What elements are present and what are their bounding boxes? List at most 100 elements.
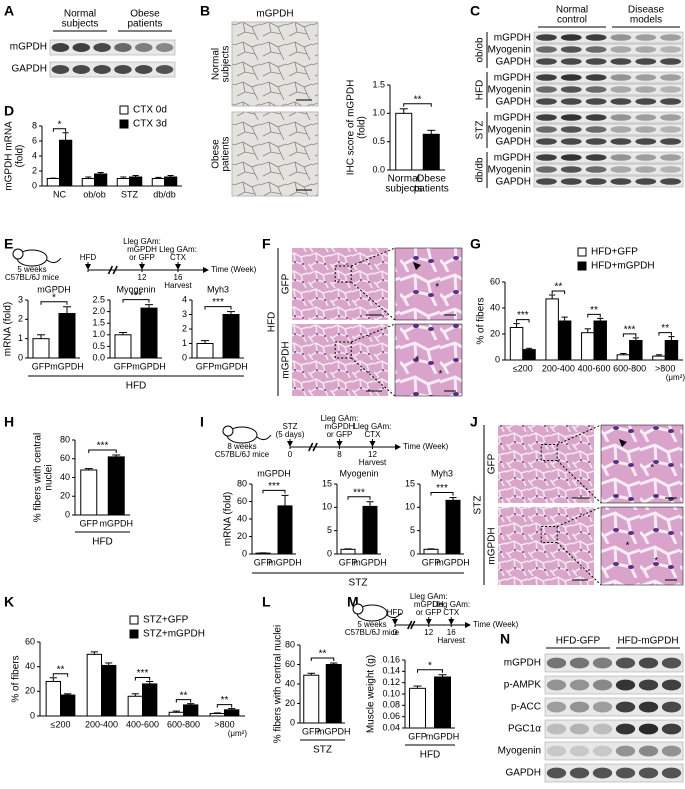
significance-label: ** [319, 649, 327, 660]
image-label: GFP [281, 273, 292, 294]
significance-label: *** [97, 441, 109, 452]
blot-section-label: HFD [475, 80, 486, 101]
bar [422, 133, 440, 171]
blot-band [569, 701, 590, 713]
x-tick-label: 400-600 [126, 719, 159, 729]
he-zoom [394, 323, 463, 397]
y-tick-label: 60 [25, 636, 35, 646]
significance-bracket [262, 489, 286, 494]
image-label: mGPDH [281, 341, 292, 378]
x-tick-label: 200-400 [542, 363, 575, 373]
x-tick-label: mGPDH [268, 557, 302, 567]
x-tick-label: 200-400 [85, 719, 118, 729]
legend-swatch [129, 629, 139, 639]
blot-band [610, 114, 632, 121]
image-annotation: * [626, 541, 630, 552]
significance-bracket [175, 699, 192, 703]
bar [164, 176, 178, 187]
blot-band [660, 86, 682, 93]
blot-band [638, 657, 659, 669]
blot-strip [533, 43, 684, 56]
blot-band [610, 98, 632, 105]
blot-band [535, 138, 557, 145]
panel-label: D [4, 103, 14, 119]
timeline-end: Harvest [437, 636, 465, 645]
blot-band [72, 65, 90, 74]
zoom-box [540, 444, 558, 461]
blot-band [535, 74, 557, 81]
blot-row-label: mGPDH [504, 658, 541, 669]
legend-swatch [119, 119, 129, 129]
blot-row-label: p-ACC [511, 702, 541, 713]
y-tick-label: 0 [18, 352, 23, 362]
significance-bracket [347, 496, 371, 500]
y-tick-label: 1.5 [372, 79, 385, 89]
blot-group-label: Disease [628, 5, 665, 16]
x-tick-label: Normal [388, 174, 420, 185]
blot-strip [533, 123, 684, 136]
timeline-event: Lleg GAm: [432, 600, 470, 609]
image-annotation: * [435, 282, 439, 293]
blot-band [585, 178, 607, 185]
bar [168, 711, 184, 717]
timeline-tick-label: 0 [288, 450, 293, 459]
blot-row-label: Myogenin [488, 45, 531, 56]
blot-band [535, 46, 557, 53]
y-tick-label: 0 [32, 180, 37, 190]
blot-row-label: GAPDH [505, 768, 541, 779]
image-annotation: * [439, 369, 443, 380]
x-tick-label: ob/ob [83, 189, 106, 199]
blot-band [72, 43, 90, 52]
blot-band [560, 58, 582, 65]
blot-band [592, 723, 613, 735]
zoom-box [540, 526, 558, 543]
y-tick-label: 20 [60, 491, 70, 501]
x-tick-label: mGPDH [353, 557, 387, 567]
x-unit: (μm²) [666, 373, 685, 382]
blot-band [569, 657, 590, 669]
blot-band [660, 114, 682, 121]
panel-label: C [470, 3, 480, 19]
blot-row-label: p-AMPK [504, 680, 542, 691]
y-tick-label: 3 [18, 294, 23, 304]
y-tick-label: 0.14 [382, 666, 400, 676]
blot-band [585, 34, 607, 41]
blot-group-label: models [630, 15, 662, 26]
blot-strip [533, 31, 684, 44]
blot-band [615, 657, 636, 669]
blot-band [635, 74, 657, 81]
blot-row-label: PGC1α [508, 724, 541, 735]
x-tick-label: GFP [79, 518, 98, 528]
blot-band [535, 126, 557, 133]
blot-row-label: mGPDH [494, 73, 531, 84]
blot-band [135, 43, 153, 52]
bar [616, 354, 631, 361]
group-label: HFD [267, 312, 278, 333]
timeline-tick-label: 12 [368, 450, 377, 459]
timeline-end: Harvest [164, 281, 192, 290]
blot-row-label: Myogenin [488, 125, 531, 136]
bar [593, 320, 607, 361]
y-axis-label: Muscle weight (g) [366, 655, 377, 733]
legend-swatch [129, 615, 139, 625]
significance-bracket [403, 103, 432, 107]
y-tick-label: 15 [322, 478, 332, 488]
blot-band [638, 679, 659, 691]
y-axis-label: % fibers with central [33, 433, 44, 522]
blot-group-label: control [557, 15, 587, 26]
bar [522, 349, 536, 361]
blot-band [592, 767, 613, 779]
bar [94, 173, 108, 187]
image-title: mGPDH [256, 9, 293, 20]
bar [664, 340, 679, 361]
blot-band [661, 723, 682, 735]
blot-group-label: patients [127, 19, 162, 30]
timeline-event: Lleg GAm: [354, 422, 392, 431]
blot-band [93, 43, 111, 52]
x-tick-label: NC [53, 189, 66, 199]
y-tick-label: 0.08 [382, 700, 400, 710]
y-tick-label: 5 [327, 525, 332, 535]
timeline-axis-label: Time (Week) [473, 620, 519, 629]
timeline-tick-label: 12 [424, 628, 433, 637]
y-tick-label: 0 [65, 509, 70, 519]
